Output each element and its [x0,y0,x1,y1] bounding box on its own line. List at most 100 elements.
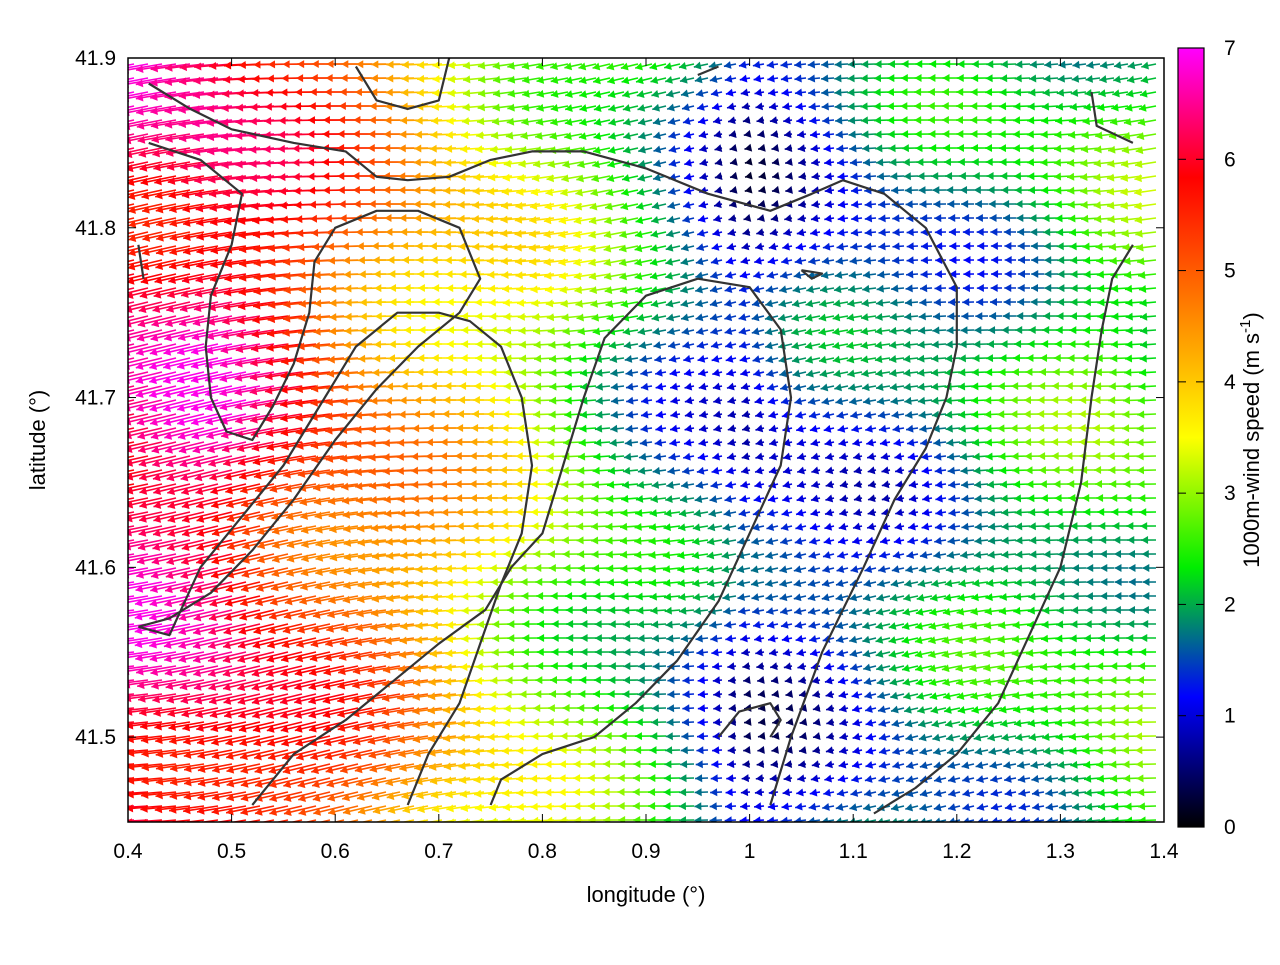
wind-arrow [879,228,890,236]
wind-arrow [864,677,876,685]
wind-arrow [824,144,834,152]
wind-arrow [799,732,807,740]
wind-arrow [890,172,904,180]
wind-arrow [1139,104,1156,112]
wind-arrow [835,817,848,825]
wind-arrow [819,314,834,322]
wind-arrow [863,158,876,166]
wind-arrow [989,200,1002,208]
wind-arrow [918,327,932,335]
wind-arrow [906,747,918,755]
wind-arrow [1057,270,1072,278]
wind-arrow [1135,704,1156,712]
wind-arrow [920,284,932,292]
wind-arrow [770,116,778,124]
wind-arrow [1004,298,1016,306]
wind-arrow [579,104,596,112]
x-tick-label: 1.2 [942,840,971,863]
wind-arrow [1015,579,1030,587]
wind-arrow [834,285,848,293]
wind-arrow [648,816,666,824]
wind-arrow [693,523,708,531]
wind-arrow [655,439,666,447]
wind-arrow [739,509,750,517]
wind-arrow [621,495,638,503]
wind-arrow [1004,775,1016,783]
wind-arrow [684,173,694,181]
wind-arrow [824,158,834,166]
wind-arrow [786,718,794,726]
wind-arrow [833,356,848,364]
wind-arrow [935,228,946,236]
wind-arrow [694,816,708,824]
wind-arrow [754,481,764,489]
wind-arrow [807,384,820,392]
wind-arrow [948,298,960,306]
wind-arrow [1112,634,1128,642]
wind-arrow [991,284,1002,292]
wind-arrow [728,116,736,124]
wind-arrow [973,172,988,180]
wind-arrow [812,690,820,698]
wind-arrow [725,285,736,293]
wind-arrow [892,242,904,250]
wind-arrow [821,74,834,82]
wind-arrow [626,425,638,433]
wind-arrow [1002,200,1016,208]
wind-arrow [876,594,890,602]
wind-arrow [848,102,862,110]
wind-arrow [1016,312,1030,320]
wind-arrow [836,579,848,587]
wind-arrow [809,537,820,545]
wind-arrow [759,158,767,166]
wind-arrow [668,117,680,125]
wind-arrow [944,594,960,602]
wind-arrow [783,788,792,796]
wind-arrow [695,495,708,503]
wind-arrow [918,580,932,588]
wind-arrow [669,145,680,153]
wind-arrow [667,467,680,475]
wind-arrow [893,228,904,236]
x-tick-label: 0.8 [528,840,557,863]
wind-arrow [666,300,680,308]
wind-arrow [710,802,722,810]
wind-arrow [1138,383,1156,391]
wind-arrow [944,706,960,714]
wind-arrow [255,484,288,493]
wind-arrow [653,160,666,168]
colorbar-tick-label: 2 [1224,593,1236,616]
wind-arrow [742,397,750,405]
wind-arrow [876,650,890,658]
wind-arrow [868,480,876,488]
wind-arrow [794,397,806,405]
wind-arrow [826,704,834,712]
wind-arrow [1141,536,1156,544]
wind-arrow [796,509,806,517]
wind-arrow [811,200,820,208]
wind-arrow [751,551,764,559]
wind-arrow [906,761,918,769]
wind-arrow [727,243,736,251]
wind-arrow [907,228,918,236]
wind-arrow [889,369,904,377]
wind-arrow [745,186,753,194]
wind-arrow [681,732,694,740]
wind-arrow [906,425,918,433]
wind-arrow [1001,508,1016,516]
wind-arrow [917,369,932,377]
wind-arrow [668,131,680,139]
wind-arrow [768,257,778,265]
wind-arrow [1086,61,1100,69]
wind-arrow [753,271,764,279]
wind-arrow [1019,817,1030,825]
wind-arrow [1030,312,1044,320]
wind-arrow [1004,284,1016,292]
wind-arrow [713,704,722,712]
wind-arrow [948,789,960,797]
wind-arrow [684,145,694,153]
wind-arrow [903,692,918,700]
wind-arrow [726,788,736,796]
wind-arrow [977,284,988,292]
wind-arrow [670,411,680,419]
